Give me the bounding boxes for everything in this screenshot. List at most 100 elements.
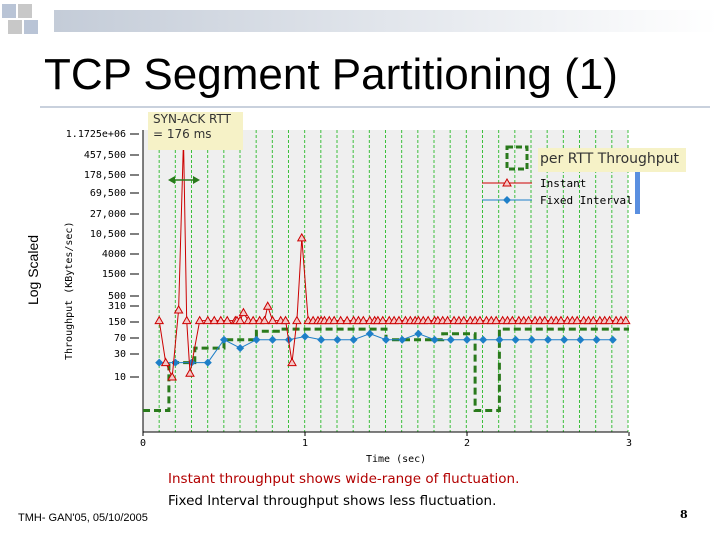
instant-point	[259, 315, 270, 325]
instant-point	[394, 315, 404, 325]
instant-point	[588, 315, 599, 325]
x-axis-label: Time (sec)	[366, 454, 426, 465]
instant-point	[523, 315, 534, 325]
instant-point	[292, 315, 302, 325]
fixed-interval-point	[268, 335, 277, 344]
fixed-interval-point	[495, 335, 504, 344]
deco-square-2	[18, 4, 32, 18]
y-tick-label: 500	[108, 291, 126, 302]
rtt-arrow-head-right	[193, 176, 200, 184]
instant-point	[215, 315, 226, 325]
axes: 0 1 2 3 1.1725e+06 457,500 178,500 69,500 27,000…	[64, 129, 632, 465]
y-tick-label: 178,500	[84, 170, 126, 181]
legend: Instant Fixed Interval	[482, 177, 633, 207]
fixed-interval-point	[479, 335, 488, 344]
x-tick-label: 1	[302, 438, 308, 449]
fixed-interval-point	[252, 335, 261, 344]
note-instant: Instant throughput shows wide-range of f…	[168, 471, 520, 487]
x-tick-label: 2	[464, 438, 470, 449]
instant-point	[358, 315, 369, 325]
deco-square-4	[24, 20, 38, 34]
fixed-interval-point	[414, 329, 423, 338]
instant-point	[296, 232, 307, 242]
y-tick-label: 10,500	[90, 229, 126, 240]
title-underline	[40, 106, 710, 108]
fixed-interval-point	[560, 335, 569, 344]
instant-point	[209, 315, 220, 325]
instant-point	[280, 315, 291, 325]
fixed-interval-point	[382, 335, 390, 344]
instant-point	[235, 315, 246, 325]
y-tick-label: 1500	[102, 269, 126, 280]
deco-square-1	[2, 4, 16, 18]
y-tick-label: 4000	[102, 249, 126, 260]
instant-point	[167, 371, 178, 381]
y-tick-label: 10	[114, 372, 126, 383]
note-fixed: Fixed Interval throughput shows less flu…	[168, 493, 497, 509]
instant-point	[491, 315, 502, 325]
instant-point	[604, 315, 615, 325]
instant-point	[262, 301, 273, 310]
y-tick-label: 30	[114, 349, 126, 360]
slide-title: TCP Segment Partitioning (1)	[44, 50, 618, 99]
y-axis-label: Throughput (KBytes/sec)	[64, 222, 75, 360]
fixed-interval-point	[301, 332, 309, 341]
x-tick-label: 3	[626, 438, 632, 449]
footer-text: TMH- GAN'05, 05/10/2005	[18, 512, 148, 524]
x-tick-label: 0	[140, 438, 146, 449]
page-number: 8	[680, 508, 688, 521]
instant-point	[287, 357, 297, 367]
instant-point	[267, 315, 278, 325]
legend-instant-label: Instant	[540, 177, 586, 190]
y-tick-label: 69,500	[90, 188, 126, 199]
instant-point	[194, 315, 205, 325]
fixed-interval-point	[398, 335, 407, 344]
y-tick-label: 1.1725e+06	[66, 129, 126, 140]
series-per-rtt-line	[143, 327, 629, 412]
fixed-interval-point	[203, 358, 212, 367]
instant-point	[442, 315, 453, 325]
annotations	[168, 145, 640, 214]
instant-point	[335, 315, 346, 325]
callout-per-rtt-throughput: per RTT Throughput	[538, 148, 686, 172]
fixed-interval-point	[236, 344, 245, 353]
observation-notes: Instant throughput shows wide-range of f…	[168, 468, 608, 512]
instant-point	[181, 315, 192, 325]
instant-point	[458, 315, 469, 325]
fixed-interval-point	[349, 335, 358, 344]
instant-point	[202, 315, 213, 325]
vertical-grid-lines	[158, 130, 629, 432]
instant-point	[185, 368, 195, 377]
deco-square-3	[8, 20, 22, 34]
y-tick-label: 457,500	[84, 150, 126, 161]
legend-fixed-label: Fixed Interval	[540, 194, 633, 207]
y-tick-label: 310	[108, 301, 126, 312]
log-scaled-label: Log Scaled	[25, 234, 41, 306]
instant-point	[556, 315, 566, 325]
instant-point	[160, 357, 171, 367]
fixed-interval-point	[463, 335, 471, 344]
fixed-interval-point	[576, 335, 585, 344]
fixed-interval-point	[333, 335, 342, 344]
fixed-interval-point	[511, 335, 520, 344]
fixed-interval-point	[155, 358, 164, 367]
instant-point	[539, 315, 550, 325]
instant-point	[248, 315, 259, 325]
y-tick-label: 27,000	[90, 209, 126, 220]
fixed-interval-point	[608, 335, 617, 344]
y-tick-label: 70	[114, 333, 126, 344]
instant-point	[222, 315, 233, 325]
fixed-interval-point	[365, 329, 374, 338]
fixed-interval-point	[446, 335, 455, 344]
fixed-interval-point	[592, 335, 601, 344]
instant-point	[238, 307, 249, 317]
fixed-interval-point	[220, 335, 228, 344]
callout-syn-ack-rtt: SYN-ACK RTT = 176 ms	[148, 112, 243, 150]
legend-fixed-marker	[503, 196, 511, 204]
series-layer	[143, 134, 631, 412]
fixed-interval-point	[317, 335, 326, 344]
fixed-interval-point	[527, 335, 536, 344]
instant-point	[572, 315, 583, 325]
instant-point	[342, 315, 352, 325]
